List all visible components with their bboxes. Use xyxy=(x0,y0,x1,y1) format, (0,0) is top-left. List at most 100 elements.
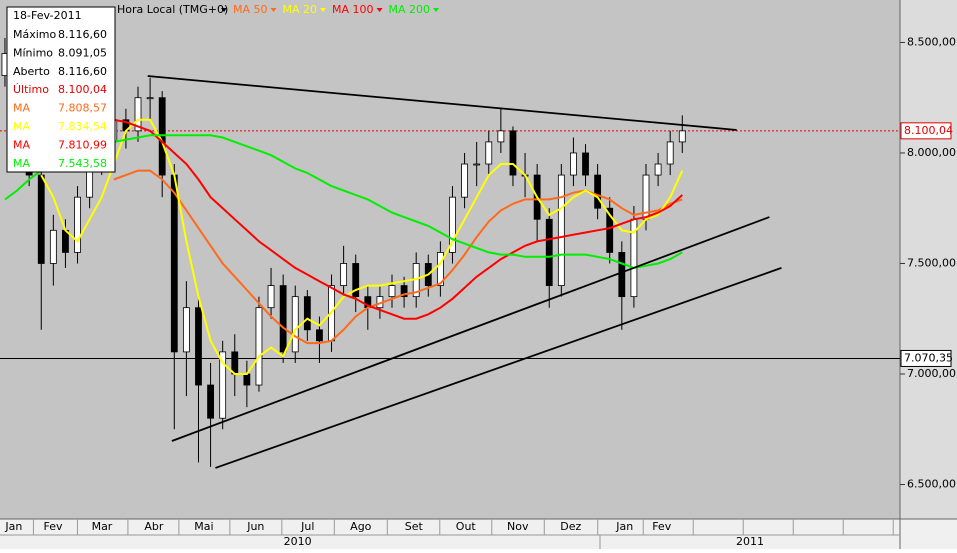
candle-body xyxy=(461,163,468,198)
x-tick-label: Out xyxy=(456,520,477,533)
trend-line xyxy=(171,216,770,442)
candle-body xyxy=(449,196,456,253)
info-value: 7.808,57 xyxy=(58,102,107,115)
x-tick-label: Jan xyxy=(4,520,22,533)
x-tick-label: Fev xyxy=(43,520,62,533)
info-label: MA xyxy=(13,138,30,151)
x-tick-label: Abr xyxy=(144,520,164,533)
info-label: MA xyxy=(13,157,30,170)
candle-body xyxy=(497,130,505,143)
info-value: 7.810,99 xyxy=(58,138,107,151)
trend-line xyxy=(215,267,782,469)
candle-body xyxy=(473,163,481,166)
candle-body xyxy=(49,229,57,264)
candle-body xyxy=(557,174,565,286)
x-tick-label: Jun xyxy=(246,520,264,533)
x-axis-area xyxy=(0,519,957,549)
info-date: 18-Fev-2011 xyxy=(13,9,82,22)
candle-body xyxy=(436,252,444,286)
price-label-box xyxy=(900,122,952,140)
info-label: MA xyxy=(13,120,30,133)
y-tick-label: 8.000,00 xyxy=(907,146,956,159)
overlay: Hora Local (TMG+0) MA 50 MA 20 MA 100 MA 200… xyxy=(6,3,440,173)
candle-body xyxy=(594,174,602,209)
year-label: 2010 xyxy=(284,535,312,548)
y-tick-label: 7.000,00 xyxy=(907,367,956,380)
candle-body xyxy=(291,296,299,353)
dropdown-arrow[interactable] xyxy=(320,8,327,12)
candle-body xyxy=(352,263,360,298)
price-label-box xyxy=(900,349,952,367)
plot-area xyxy=(0,0,900,519)
candle-body xyxy=(316,329,323,342)
candle-body xyxy=(666,141,674,165)
candle-body xyxy=(134,97,142,132)
x-tick-label: Mar xyxy=(92,520,113,533)
candle-body xyxy=(606,207,614,253)
candle-body xyxy=(146,97,154,100)
ma-line xyxy=(113,118,683,320)
info-label: Aberto xyxy=(13,65,50,78)
candle-body xyxy=(267,285,275,309)
candle-body xyxy=(400,285,408,298)
y-tick-label: 7.500,00 xyxy=(907,256,956,269)
x-tick-label: Ago xyxy=(350,520,372,533)
info-value: 8.091,05 xyxy=(58,46,107,59)
dropdown-arrow[interactable] xyxy=(376,8,383,12)
info-panel xyxy=(6,6,116,173)
ma-line xyxy=(4,134,683,269)
legend-entry[interactable]: MA 200 xyxy=(389,3,431,16)
price-label: 7.070,35 xyxy=(904,351,953,364)
y-tick-label: 8.500,00 xyxy=(907,35,956,48)
dropdown-arrow[interactable] xyxy=(270,8,277,12)
info-label: Mínimo xyxy=(13,46,53,59)
candle-body xyxy=(37,174,45,264)
info-value: 8.100,04 xyxy=(58,83,107,96)
y-tick-label: 6.500,00 xyxy=(907,478,956,491)
candle-body xyxy=(388,285,396,298)
x-tick-label: Jan xyxy=(615,520,633,533)
year-label: 2011 xyxy=(736,535,764,548)
candle-body xyxy=(303,296,311,331)
info-value: 8.116,60 xyxy=(58,28,107,41)
info-label: Último xyxy=(13,83,49,96)
candle-body xyxy=(618,252,626,298)
info-value: 7.834,54 xyxy=(58,120,107,133)
x-tick-label: Jul xyxy=(300,520,314,533)
info-value: 7.543,58 xyxy=(58,157,107,170)
info-value: 8.116,60 xyxy=(58,65,107,78)
x-tick-label: Mai xyxy=(194,520,213,533)
x-tick-label: Set xyxy=(405,520,424,533)
trend-line xyxy=(147,75,737,131)
dropdown-arrow[interactable] xyxy=(433,8,440,12)
info-label: MA xyxy=(13,102,30,115)
legend-entry[interactable]: MA 50 xyxy=(233,3,268,16)
toolbar-label[interactable]: Hora Local (TMG+0) xyxy=(117,3,228,16)
legend-entry[interactable]: MA 100 xyxy=(332,3,374,16)
price-label: 8.100,04 xyxy=(904,124,953,137)
candle-body xyxy=(207,384,214,419)
legend-entry[interactable]: MA 20 xyxy=(283,3,318,16)
candle-body xyxy=(231,351,239,375)
info-label: Máximo xyxy=(13,28,57,41)
candle-body xyxy=(654,163,662,176)
candle-body xyxy=(74,196,81,253)
candle-body xyxy=(219,351,227,419)
candle-body xyxy=(243,373,251,386)
candle-body xyxy=(678,130,686,143)
candle-body xyxy=(509,130,517,176)
y-axis-area xyxy=(900,0,957,519)
candle-body xyxy=(545,218,553,286)
x-tick-label: Fev xyxy=(652,520,671,533)
x-tick-label: Dez xyxy=(560,520,581,533)
candle-body xyxy=(195,307,202,386)
candle-body xyxy=(582,152,589,176)
candle-body xyxy=(170,174,178,353)
candle-body xyxy=(279,285,287,353)
candle-body xyxy=(62,229,69,253)
dropdown-arrow[interactable] xyxy=(221,8,227,12)
ma-line xyxy=(40,118,684,375)
candle-body xyxy=(255,307,263,386)
candle-body xyxy=(182,307,190,353)
